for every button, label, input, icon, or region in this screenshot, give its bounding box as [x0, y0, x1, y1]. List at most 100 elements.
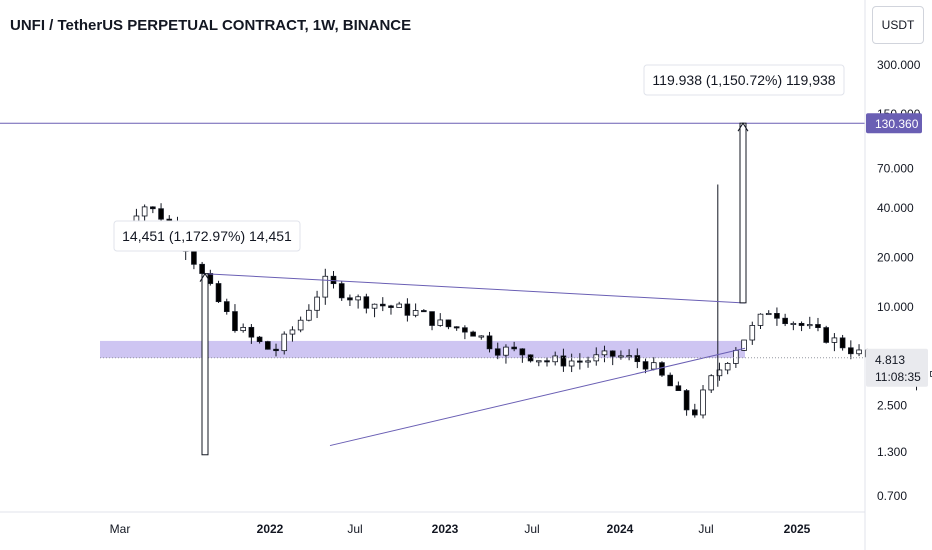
candle-body [675, 385, 682, 392]
candle-body [322, 275, 329, 298]
candle-body [757, 313, 764, 326]
candle-body [347, 297, 353, 301]
candle-body [585, 360, 591, 363]
candle-body [330, 275, 337, 285]
candle-body [601, 350, 608, 356]
candle-body [544, 360, 550, 363]
candle-body [273, 348, 279, 352]
candle-body [700, 389, 706, 416]
target-price-tag-label: 130.360 [875, 117, 919, 131]
trendline-ascending-support [329, 347, 746, 447]
time-tick-label: 2025 [784, 522, 811, 536]
lines-layer [0, 122, 865, 447]
candle-body [503, 346, 509, 356]
candle-body [716, 369, 723, 377]
measurement-2-bar [739, 122, 747, 304]
measurement-1-bar [201, 273, 209, 456]
candle-body [733, 350, 739, 364]
candle-body [724, 363, 731, 371]
measurement-1-label-box [113, 220, 301, 252]
chart-title: UNFI / TetherUS PERPETUAL CONTRACT, 1W, … [10, 17, 412, 34]
candle-body [494, 348, 501, 356]
candle-body [281, 333, 288, 352]
candle-body [388, 305, 394, 308]
measurement-1-label: 14,451 (1,172.97%) 14,451 [122, 228, 292, 244]
candles-layer [117, 184, 932, 419]
candle-body [692, 409, 698, 416]
measure-layer: 14,451 (1,172.97%) 14,451 119.938 (1,150.… [113, 64, 845, 456]
trendline-descending-resistance [204, 273, 746, 304]
candle-body [486, 335, 493, 350]
candle-body [790, 322, 797, 325]
currency-button[interactable]: USDT [872, 6, 924, 44]
candle-body [462, 327, 468, 333]
time-tick-label: 2024 [607, 522, 634, 536]
candle-body [593, 354, 600, 362]
candle-body [831, 337, 838, 343]
candle-body [199, 263, 205, 274]
candle-body [429, 311, 435, 326]
candle-body [379, 303, 386, 307]
candle-body [445, 319, 452, 328]
candle-body [848, 347, 854, 355]
price-tick-label: 70.000 [877, 161, 914, 175]
candle-body [306, 309, 312, 321]
zone-layer [100, 340, 745, 358]
candle-body [338, 283, 345, 299]
candle-body [552, 355, 559, 363]
candle-body [215, 283, 222, 303]
candle-body [634, 355, 641, 363]
candle-body [265, 341, 271, 350]
candle-body [642, 361, 649, 370]
candle-body [806, 324, 813, 327]
candle-body [437, 319, 444, 326]
candle-body [248, 326, 255, 338]
candle-body [158, 208, 164, 220]
measurement-1-arrowhead [199, 272, 211, 282]
candle-body [363, 296, 370, 309]
target-price-tag [866, 113, 922, 134]
candle-body [782, 317, 788, 325]
candle-body [560, 355, 567, 367]
candle-body [650, 362, 657, 370]
candle-body [774, 313, 780, 319]
candle-body [453, 326, 460, 329]
candle-body [404, 303, 411, 316]
candle-body [412, 310, 419, 316]
measurement-2-label: 119.938 (1,150.72%) 119,938 [652, 72, 835, 88]
price-tick-label: 20.000 [877, 250, 914, 264]
candle-body [749, 325, 756, 341]
time-tick-label: 2023 [432, 522, 459, 536]
candle-body [314, 296, 320, 311]
candle-body [371, 303, 378, 309]
candle-body [223, 301, 230, 312]
candle-body [577, 360, 583, 363]
current-price-tag-label: 4.813 [875, 353, 905, 367]
candle-body [232, 311, 238, 332]
price-tick-label: 40.000 [877, 201, 914, 215]
candle-body [823, 327, 829, 343]
candle-body [568, 360, 575, 367]
time-tick-label: Jul [347, 522, 362, 536]
candle-body [256, 336, 263, 342]
candle-body [815, 324, 821, 328]
candle-body [141, 206, 148, 217]
candle-body [207, 273, 214, 284]
candle-body [297, 319, 304, 331]
candle-body [798, 322, 805, 326]
measurement-2-arrowhead [737, 122, 749, 132]
candle-body [470, 331, 476, 337]
current-price-tag [866, 348, 928, 387]
candle-body [930, 371, 932, 377]
candle-body [659, 362, 665, 376]
time-tick-label: Jul [698, 522, 713, 536]
candle-body [150, 206, 156, 210]
candle-body [240, 326, 246, 332]
candle-body [839, 337, 846, 349]
candle-body [535, 360, 542, 363]
candle-body [191, 250, 197, 265]
candle-body [396, 303, 402, 308]
